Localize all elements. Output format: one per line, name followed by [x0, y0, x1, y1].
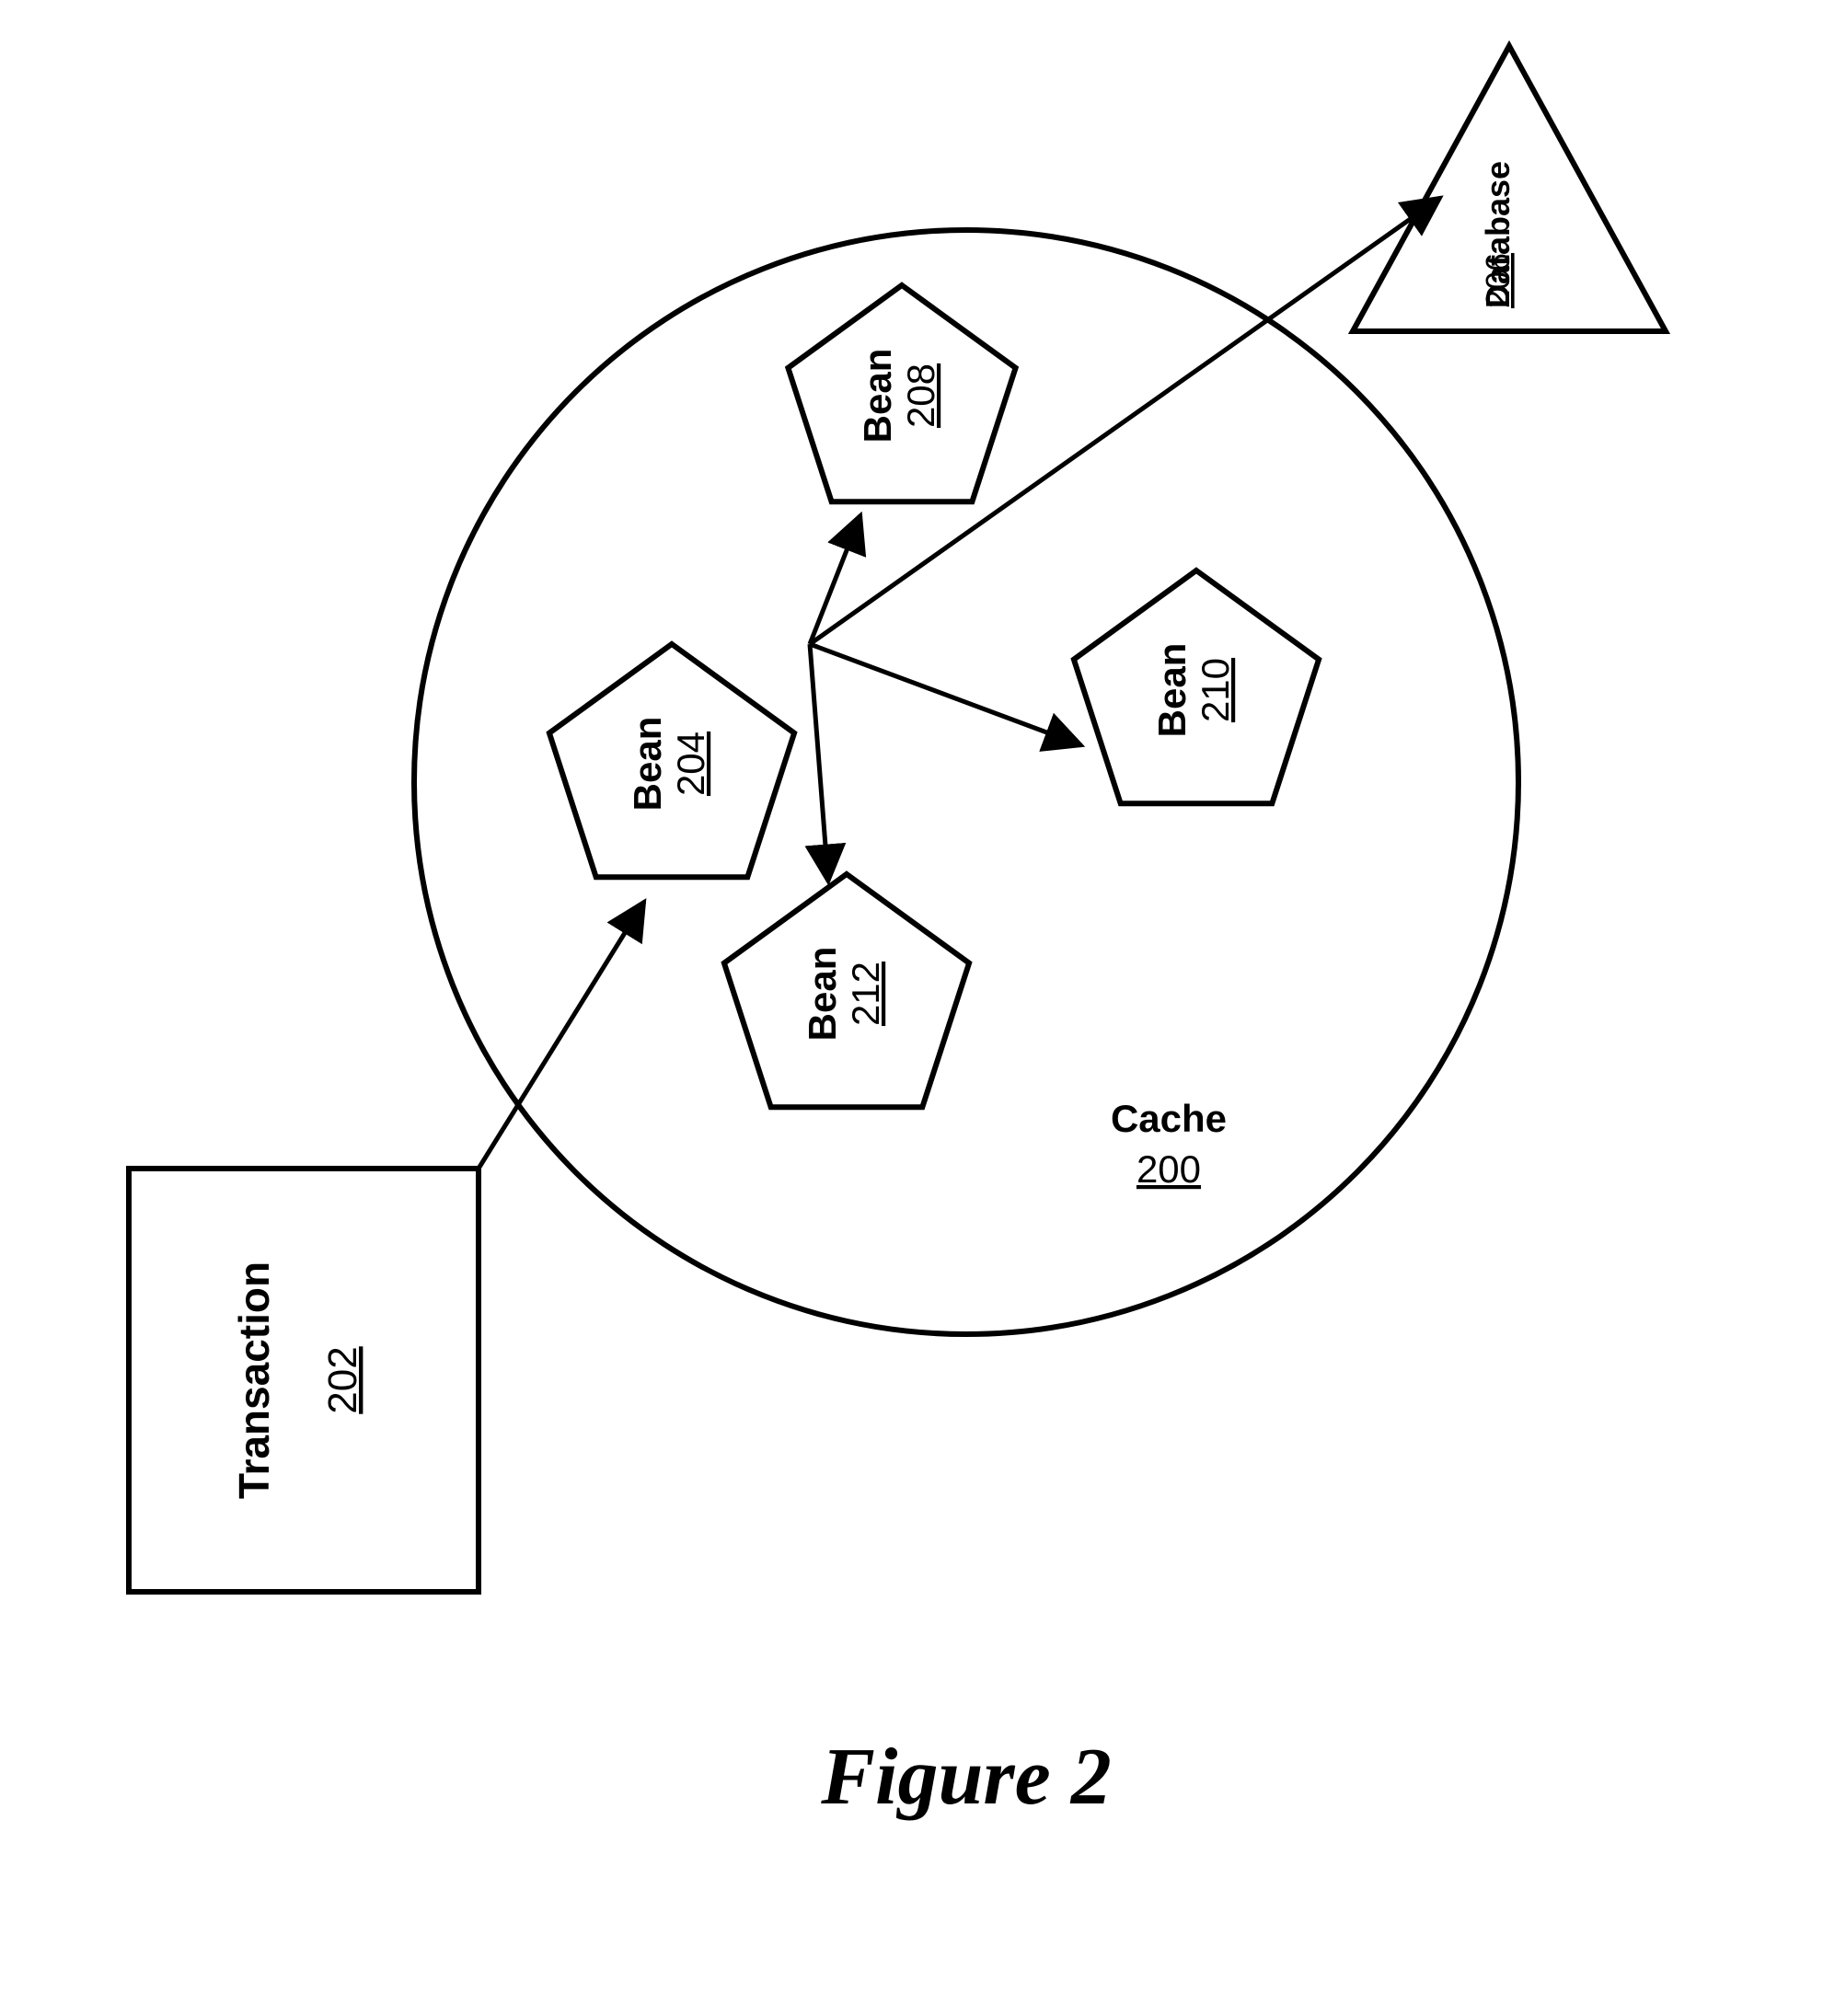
cache-number: 200: [1136, 1147, 1201, 1191]
bean-208: Bean208: [788, 285, 1015, 501]
bean-212: Bean212: [724, 874, 969, 1107]
database-number: 206: [1479, 253, 1517, 308]
bean-210: Bean210: [1074, 570, 1319, 803]
transaction-number: 202: [320, 1346, 365, 1413]
transaction-box: Transaction 202: [129, 1169, 479, 1592]
transaction-to-bean204: [479, 902, 644, 1169]
figure-title: Figure 2: [820, 1733, 1111, 1822]
transaction-label: Transaction: [230, 1261, 278, 1499]
bean-208-number: 208: [899, 363, 942, 428]
bean-204: Bean204: [549, 644, 794, 877]
bean-204-label: Bean: [626, 717, 669, 812]
bean204-to-bean212: [810, 644, 828, 881]
bean-210-number: 210: [1194, 658, 1237, 722]
bean204-to-bean210: [810, 644, 1081, 745]
cache-label: Cache: [1111, 1097, 1227, 1140]
bean-210-label: Bean: [1150, 643, 1194, 738]
bean-212-label: Bean: [801, 947, 844, 1042]
database-triangle: Database206: [1353, 46, 1666, 331]
bean-204-number: 204: [669, 732, 712, 796]
bean-208-label: Bean: [856, 349, 899, 444]
bean-212-number: 212: [844, 962, 887, 1026]
